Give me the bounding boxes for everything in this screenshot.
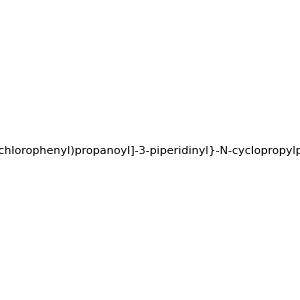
Text: 3-{1-[3-(2-chlorophenyl)propanoyl]-3-piperidinyl}-N-cyclopropylpropanamide: 3-{1-[3-(2-chlorophenyl)propanoyl]-3-pip… <box>0 146 300 157</box>
